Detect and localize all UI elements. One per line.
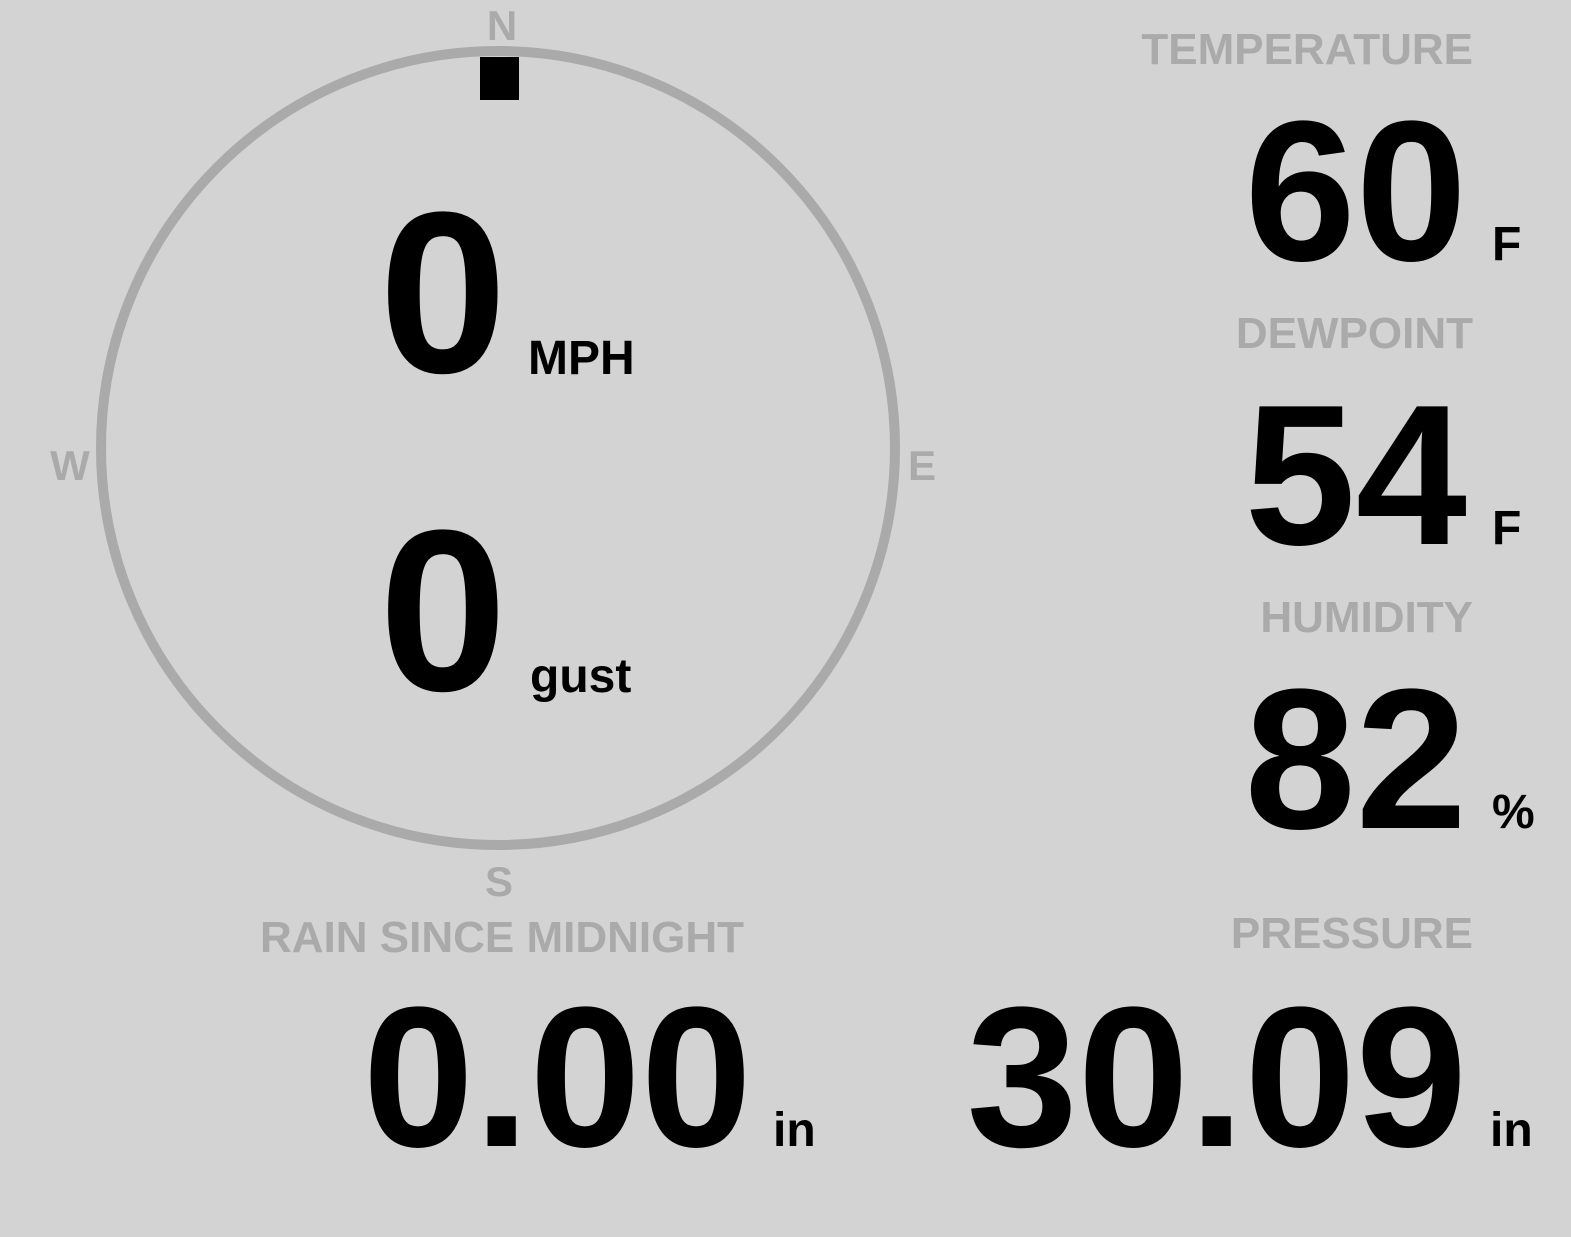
rain-panel: RAIN SINCE MIDNIGHT 0.00 in	[260, 913, 816, 1189]
temperature-value: 60	[1245, 80, 1467, 303]
temperature-unit: F	[1492, 218, 1521, 271]
compass-dial	[96, 46, 900, 850]
humidity-panel: HUMIDITY 82 %	[1245, 593, 1535, 871]
pressure-value: 30.09	[967, 966, 1468, 1189]
rain-value: 0.00	[363, 966, 752, 1189]
temperature-label: TEMPERATURE	[1141, 25, 1473, 74]
rain-unit: in	[773, 1104, 816, 1157]
compass-east-label: E	[908, 442, 936, 489]
humidity-unit: %	[1492, 786, 1535, 839]
compass-north-label: N	[487, 2, 517, 49]
compass-ticks	[197, 173, 799, 723]
humidity-value: 82	[1245, 648, 1467, 871]
wind-gust-value: 0	[379, 482, 507, 739]
humidity-label: HUMIDITY	[1260, 593, 1473, 642]
compass-south-label: S	[485, 858, 513, 905]
pressure-label: PRESSURE	[1231, 909, 1473, 958]
wind-direction-pointer-icon	[480, 57, 519, 100]
rain-label: RAIN SINCE MIDNIGHT	[260, 913, 744, 962]
wind-compass: N W E S 0 MPH 0 gust	[50, 2, 936, 905]
wind-speed-value: 0	[379, 164, 507, 421]
wind-speed-unit: MPH	[528, 332, 635, 385]
compass-west-label: W	[50, 442, 90, 489]
pressure-panel: PRESSURE 30.09 in	[967, 909, 1533, 1189]
dewpoint-label: DEWPOINT	[1236, 309, 1473, 358]
dewpoint-unit: F	[1492, 502, 1521, 555]
temperature-panel: TEMPERATURE 60 F	[1141, 25, 1521, 303]
pressure-unit: in	[1490, 1104, 1533, 1157]
dewpoint-value: 54	[1245, 364, 1467, 587]
dewpoint-panel: DEWPOINT 54 F	[1236, 309, 1521, 587]
wind-gust-unit: gust	[530, 650, 631, 703]
